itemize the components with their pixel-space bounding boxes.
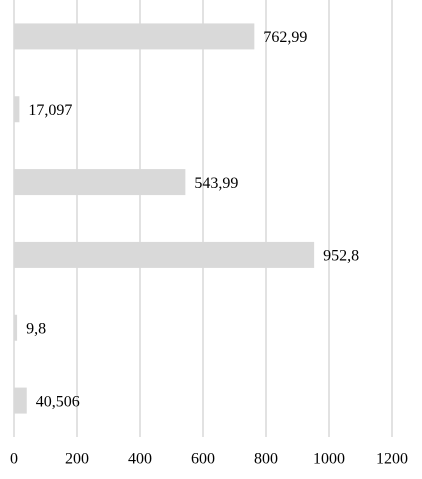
bar <box>14 23 255 50</box>
bar <box>14 314 18 341</box>
value-label: 762,99 <box>263 29 307 46</box>
value-label: 40,506 <box>36 393 80 410</box>
value-label: 952,8 <box>323 248 359 265</box>
value-label: 543,99 <box>194 175 238 192</box>
x-tick-label: 400 <box>128 451 152 468</box>
x-tick-label: 800 <box>254 451 278 468</box>
bar <box>14 387 27 414</box>
x-tick-label: 600 <box>191 451 215 468</box>
x-tick-label: 0 <box>10 451 18 468</box>
value-label: 17,097 <box>28 102 72 119</box>
x-tick-label: 1200 <box>376 451 408 468</box>
x-tick-label: 1000 <box>313 451 345 468</box>
x-tick-label: 200 <box>65 451 89 468</box>
value-label: 9,8 <box>26 320 46 337</box>
bar <box>14 96 20 123</box>
bar <box>14 241 315 268</box>
bar <box>14 169 186 196</box>
